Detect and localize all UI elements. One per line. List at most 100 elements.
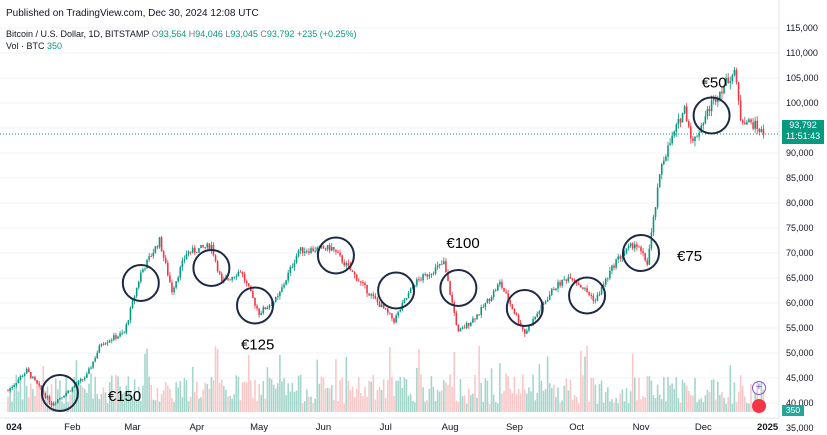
volume-bar	[245, 382, 248, 412]
volume-bar	[123, 392, 126, 412]
candle-body	[262, 307, 265, 314]
open-value: 93,564	[158, 29, 187, 39]
candle-body	[646, 260, 649, 265]
price-axis[interactable]: 115,000110,000105,000100,00095,00090,000…	[786, 23, 819, 433]
low-label: L	[225, 29, 231, 39]
volume-bar	[17, 391, 20, 412]
candle-body	[519, 322, 522, 327]
volume-bar	[330, 385, 333, 412]
candle-body	[362, 281, 364, 283]
candle-body	[411, 286, 414, 289]
volume-bar	[50, 384, 53, 412]
candle-body	[752, 122, 754, 129]
candle-body	[189, 251, 192, 253]
candle-body	[200, 245, 202, 249]
volume-bar	[708, 392, 711, 412]
candle-body	[380, 304, 383, 308]
candle-body	[621, 255, 624, 259]
volume-bar	[642, 396, 644, 412]
candle-body	[409, 288, 412, 293]
candle-body	[416, 279, 418, 286]
candle-body	[459, 328, 462, 332]
candle-body	[575, 281, 578, 284]
volume-bar	[150, 385, 153, 412]
volume-bar	[403, 377, 406, 412]
candle-body	[633, 244, 636, 249]
candle-body	[175, 281, 177, 288]
volume-bar	[451, 386, 453, 412]
volume-bar	[532, 374, 534, 412]
price-tick: 100,000	[786, 98, 819, 108]
candle-body	[748, 119, 750, 123]
annotation-circle	[505, 289, 544, 327]
candle-body	[546, 299, 549, 302]
close-value: 93,792	[266, 29, 295, 39]
candle-body	[214, 255, 217, 262]
candle-body	[725, 77, 727, 86]
volume-bar	[582, 375, 584, 412]
candle-body	[482, 307, 485, 308]
volume-bar	[108, 382, 111, 412]
candle-body	[538, 311, 541, 314]
volume-bar	[465, 403, 468, 412]
candle-body	[322, 246, 325, 249]
volume-bar	[447, 384, 449, 412]
candle-body	[133, 296, 136, 301]
volume-bar	[690, 394, 692, 412]
time-axis[interactable]: 024 Feb Mar Apr May Jun Jul Aug Sep Oct Nov Dec 2025	[6, 422, 779, 433]
candle-body	[241, 272, 244, 275]
price-tick: 55,000	[786, 323, 814, 333]
candle-body	[337, 251, 339, 253]
candle-body	[79, 379, 82, 381]
candle-body	[443, 261, 445, 265]
candle-body	[669, 143, 671, 146]
close-label: C	[260, 29, 267, 39]
candle-body	[333, 246, 335, 250]
candle-body	[573, 279, 576, 282]
volume-bar	[368, 380, 370, 412]
candle-body	[88, 368, 90, 374]
candle-body	[46, 396, 49, 398]
candle-body	[451, 294, 453, 303]
candle-body	[656, 187, 659, 208]
volume-bar	[262, 381, 265, 412]
volume-bar	[148, 376, 150, 412]
flag-icon[interactable]	[752, 399, 766, 413]
candle-body	[30, 372, 32, 378]
price-tick: 60,000	[786, 298, 814, 308]
price-tick: 85,000	[786, 173, 814, 183]
volume-bar	[472, 393, 474, 412]
candle-body	[467, 322, 470, 326]
volume-bar	[187, 401, 190, 412]
candle-body	[328, 245, 331, 251]
volume-bar	[459, 379, 462, 412]
volume-bar	[318, 383, 321, 412]
volume-bar	[534, 400, 536, 412]
plus-circle-icon[interactable]: +	[752, 381, 766, 395]
bar-countdown: 11:51:43	[785, 131, 821, 141]
candle-body	[511, 304, 514, 310]
volume-bar	[98, 399, 101, 412]
candle-body	[324, 248, 327, 250]
candle-body	[596, 294, 599, 301]
candle-body	[156, 246, 159, 248]
candle-body	[98, 345, 101, 353]
candle-body	[582, 287, 584, 290]
candle-body	[660, 164, 663, 175]
volume-bar	[370, 381, 373, 412]
candle-body	[426, 274, 429, 277]
candle-body	[654, 207, 657, 217]
candle-body	[206, 243, 209, 248]
candle-body	[144, 268, 146, 270]
candle-body	[360, 281, 362, 283]
symbol-name[interactable]: Bitcoin / U.S. Dollar, 1D, BITSTAMP	[6, 29, 150, 39]
volume-bar	[461, 396, 464, 412]
price-tick: 70,000	[786, 248, 814, 258]
volume-label[interactable]: Vol · BTC	[6, 41, 45, 51]
volume-bar	[212, 380, 215, 412]
volume-bar	[167, 385, 169, 412]
candle-body	[490, 297, 493, 301]
candle-body	[106, 342, 109, 344]
volume-bar	[623, 401, 626, 412]
